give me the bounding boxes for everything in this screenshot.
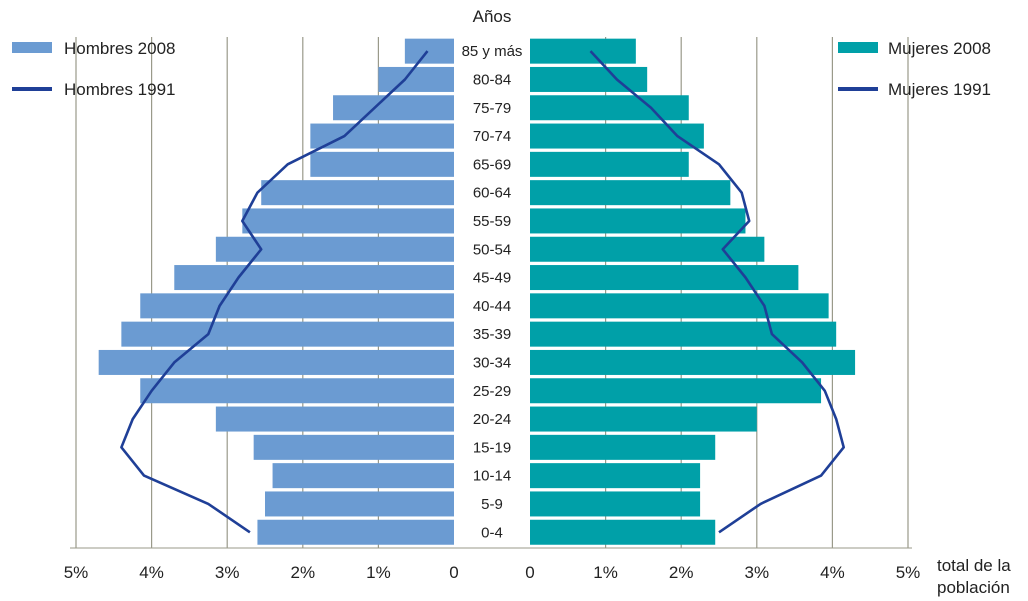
age-label-0-4: 0-4	[481, 524, 503, 541]
age-label-85-y-más: 85 y más	[462, 43, 523, 60]
x-tick-label-5: 0	[449, 563, 458, 582]
line-hombres-1991	[120, 50, 429, 534]
x-tick-label-9: 3%	[745, 563, 770, 582]
age-label-25-29: 25-29	[473, 383, 511, 400]
x-axis-label-line-2: población	[937, 578, 1010, 597]
age-label-35-39: 35-39	[473, 326, 511, 343]
bar-mujeres-2008-75-79	[530, 95, 689, 121]
bar-mujeres-2008-80-84	[530, 66, 648, 92]
bar-hombres-2008-75-79	[333, 95, 454, 121]
lines	[120, 50, 846, 534]
legend-label-mujeres-1991: Mujeres 1991	[888, 80, 991, 99]
bar-hombres-2008-45-49	[174, 265, 454, 291]
bar-hombres-2008-65-69	[310, 151, 454, 177]
x-axis-label-line-1: total de la	[937, 556, 1011, 575]
age-label-45-49: 45-49	[473, 270, 511, 287]
bar-mujeres-2008-60-64	[530, 180, 731, 206]
age-labels: 0-4 5-9 10-14 15-19 20-24 25-29 30-34 35-39 40-4…	[462, 43, 523, 541]
bar-hombres-2008-10-14	[272, 463, 454, 489]
x-tick-label-6: 0	[525, 563, 534, 582]
line-mujeres-1991	[589, 50, 846, 534]
age-label-30-34: 30-34	[473, 354, 511, 371]
chart-title: Años	[473, 7, 512, 26]
legend-label-hombres-2008: Hombres 2008	[64, 39, 176, 58]
legend-label-hombres-1991: Hombres 1991	[64, 80, 176, 99]
bar-hombres-2008-0-4	[257, 519, 454, 545]
x-tick-label-11: 5%	[896, 563, 921, 582]
x-tick-label-7: 1%	[593, 563, 618, 582]
bar-hombres-2008-50-54	[215, 236, 454, 262]
age-label-40-44: 40-44	[473, 298, 511, 315]
legend-right: Mujeres 2008 Mujeres 1991	[838, 39, 991, 99]
bar-mujeres-2008-5-9	[530, 491, 701, 517]
bar-mujeres-2008-25-29	[530, 378, 822, 404]
age-label-10-14: 10-14	[473, 468, 511, 485]
bar-hombres-2008-70-74	[310, 123, 454, 149]
bar-hombres-2008-85-y-más	[404, 38, 454, 64]
bar-hombres-2008-15-19	[253, 434, 454, 460]
age-label-65-69: 65-69	[473, 156, 511, 173]
age-label-75-79: 75-79	[473, 100, 511, 117]
age-label-70-74: 70-74	[473, 128, 511, 145]
bar-hombres-2008-80-84	[378, 66, 454, 92]
bar-mujeres-2008-15-19	[530, 434, 716, 460]
bar-hombres-2008-35-39	[121, 321, 455, 347]
bar-mujeres-2008-10-14	[530, 463, 701, 489]
bar-mujeres-2008-50-54	[530, 236, 765, 262]
bar-mujeres-2008-0-4	[530, 519, 716, 545]
bar-mujeres-2008-55-59	[530, 208, 746, 234]
bar-mujeres-2008-85-y-más	[530, 38, 636, 64]
bar-hombres-2008-60-64	[261, 180, 454, 206]
legend-left: Hombres 2008 Hombres 1991	[12, 39, 176, 99]
bar-mujeres-2008-45-49	[530, 265, 799, 291]
bar-mujeres-2008-35-39	[530, 321, 837, 347]
bar-mujeres-2008-65-69	[530, 151, 689, 177]
age-label-55-59: 55-59	[473, 213, 511, 230]
age-label-15-19: 15-19	[473, 439, 511, 456]
x-tick-label-8: 2%	[669, 563, 694, 582]
bar-hombres-2008-40-44	[140, 293, 454, 319]
age-label-50-54: 50-54	[473, 241, 511, 258]
bar-mujeres-2008-30-34	[530, 349, 856, 375]
bar-hombres-2008-5-9	[265, 491, 454, 517]
x-tick-label-3: 2%	[291, 563, 316, 582]
bar-mujeres-2008-20-24	[530, 406, 757, 432]
age-label-80-84: 80-84	[473, 71, 511, 88]
legend-swatch-hombres-2008	[12, 42, 52, 53]
legend-swatch-mujeres-2008	[838, 42, 878, 53]
bar-mujeres-2008-40-44	[530, 293, 829, 319]
bar-hombres-2008-30-34	[98, 349, 455, 375]
x-tick-labels: 5% 4% 3% 2% 1% 0 0 1% 2% 3% 4% 5%	[64, 563, 921, 582]
bar-hombres-2008-20-24	[215, 406, 454, 432]
x-tick-label-4: 1%	[366, 563, 391, 582]
bar-hombres-2008-25-29	[140, 378, 454, 404]
x-tick-label-10: 4%	[820, 563, 845, 582]
age-label-20-24: 20-24	[473, 411, 511, 428]
legend-label-mujeres-2008: Mujeres 2008	[888, 39, 991, 58]
x-tick-label-1: 4%	[139, 563, 164, 582]
age-label-60-64: 60-64	[473, 185, 511, 202]
age-label-5-9: 5-9	[481, 496, 503, 513]
bar-hombres-2008-55-59	[242, 208, 454, 234]
bar-mujeres-2008-70-74	[530, 123, 704, 149]
x-tick-label-2: 3%	[215, 563, 240, 582]
bars	[98, 38, 856, 545]
x-tick-label-0: 5%	[64, 563, 89, 582]
